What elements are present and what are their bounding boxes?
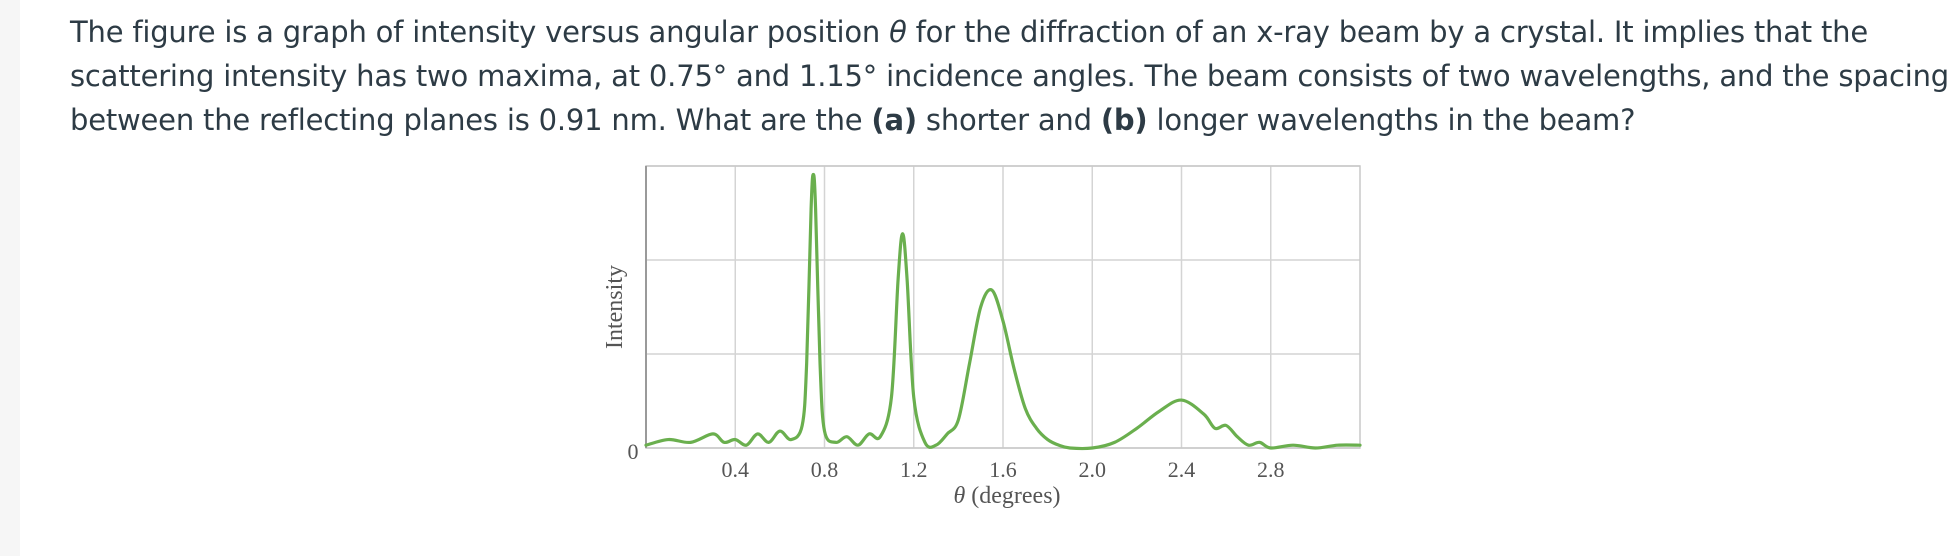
intensity-curve — [644, 172, 1362, 451]
chart-axes — [645, 165, 1361, 449]
question-card: The figure is a graph of intensity versu… — [20, 0, 1958, 556]
x-tick-labels: 0.4 0.8 1.2 1.6 2.0 2.4 2.8 — [722, 457, 1285, 482]
x-axis-label: θ (degrees) — [953, 483, 1060, 509]
part-b-label: (b) — [1100, 103, 1148, 137]
x-tick-label: 1.6 — [989, 457, 1017, 482]
question-part1: The figure is a graph of intensity versu… — [70, 15, 890, 49]
chart-grid — [646, 165, 1360, 449]
question-part2: for the diffraction of an x-ray beam by … — [70, 15, 1949, 137]
theta-symbol: θ — [889, 15, 907, 49]
y-zero-label: 0 — [628, 439, 639, 464]
x-tick-label: 0.8 — [811, 457, 839, 482]
x-tick-label: 0.4 — [722, 457, 750, 482]
question-text: The figure is a graph of intensity versu… — [70, 10, 1950, 142]
question-part3: shorter and — [916, 103, 1101, 137]
x-tick-label: 2.4 — [1168, 457, 1196, 482]
question-part4: longer wavelengths in the beam? — [1147, 103, 1636, 137]
x-tick-label: 1.2 — [900, 457, 928, 482]
part-a-label: (a) — [871, 103, 917, 137]
y-axis-label: Intensity — [602, 265, 628, 349]
x-tick-label: 2.8 — [1257, 457, 1285, 482]
x-tick-label: 2.0 — [1079, 457, 1107, 482]
